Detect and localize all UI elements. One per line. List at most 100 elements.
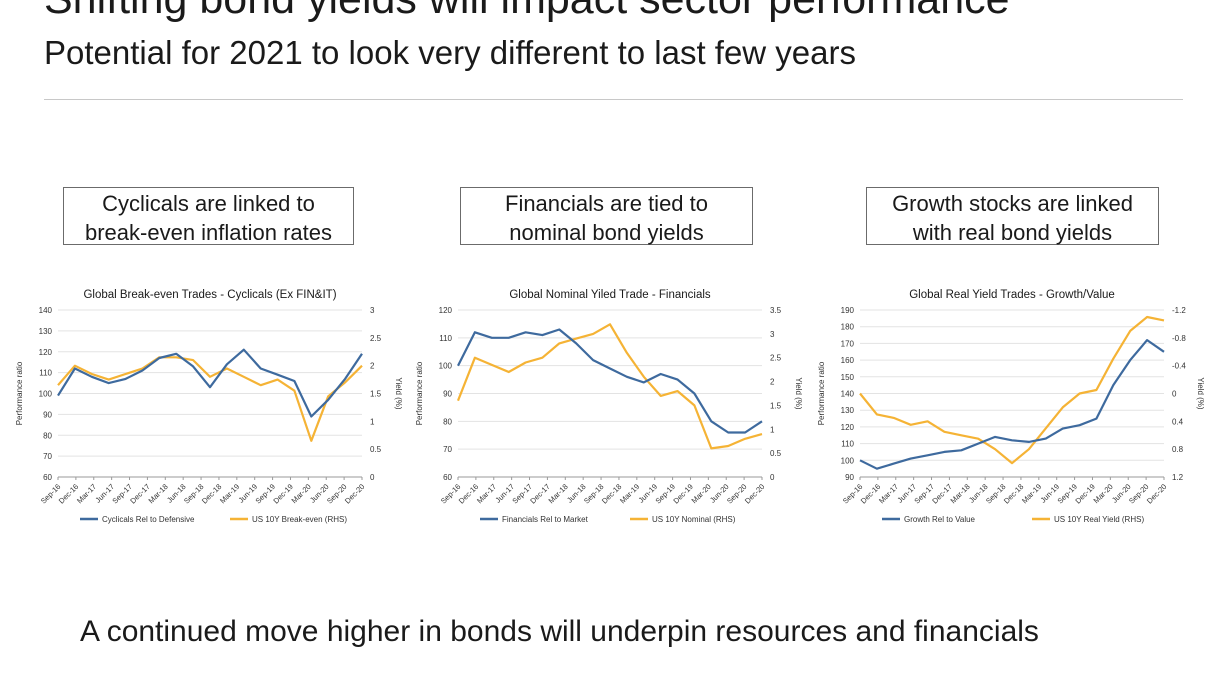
series-line (57, 348, 363, 418)
y2-tick-label: 3.5 (770, 306, 782, 315)
legend-label: Financials Rel to Market (502, 515, 589, 524)
y-tick-label: 100 (439, 362, 453, 371)
callout-line: Growth stocks are linked (892, 191, 1133, 216)
x-tick-label: Mar-19 (618, 482, 641, 505)
series-line (456, 323, 763, 450)
y-tick-label: 190 (841, 306, 855, 315)
series-line (859, 338, 1165, 470)
x-tick-label: Mar-18 (949, 482, 972, 505)
y2-tick-label: -1.2 (1172, 306, 1186, 315)
y-tick-label: 150 (841, 373, 855, 382)
callout-line: Cyclicals are linked to (102, 191, 315, 216)
x-tick-label: Mar-19 (218, 482, 241, 505)
x-tick-label: Mar-17 (877, 482, 900, 505)
y-tick-label: 80 (443, 417, 452, 426)
y2-tick-label: 0.5 (370, 445, 382, 454)
y2-tick-label: 0 (370, 473, 375, 482)
y2-tick-label: 1.5 (770, 401, 782, 410)
callout-line: Financials are tied to (505, 191, 708, 216)
y2-tick-label: 1.5 (370, 390, 382, 399)
x-tick-label: Mar-17 (75, 482, 98, 505)
y-tick-label: 80 (43, 431, 52, 440)
x-tick-label: Dec-20 (743, 482, 766, 505)
x-tick-label: Mar-20 (690, 482, 713, 505)
series-line (457, 328, 763, 434)
callout-cyclicals: Cyclicals are linked to break-even infla… (63, 187, 354, 245)
legend-label: Cyclicals Rel to Defensive (102, 515, 195, 524)
y-axis-label: Performance ratio (817, 361, 826, 425)
y-tick-label: 60 (43, 473, 52, 482)
y-tick-label: 140 (841, 390, 855, 399)
chart-title: Global Nominal Yiled Trade - Financials (509, 289, 711, 301)
y-tick-label: 120 (841, 423, 855, 432)
callout-financials: Financials are tied to nominal bond yiel… (460, 187, 753, 245)
legend-label: US 10Y Break-even (RHS) (252, 515, 347, 524)
y-tick-label: 110 (439, 334, 452, 343)
y2-tick-label: 3 (770, 330, 775, 339)
page-title: Shifting bond yields will impact sector … (44, 0, 1010, 22)
y-tick-label: 110 (39, 369, 52, 378)
y2-tick-label: 2.5 (370, 334, 382, 343)
y2-tick-label: 0.5 (770, 449, 782, 458)
x-tick-label: Mar-19 (1020, 482, 1043, 505)
y-tick-label: 120 (39, 348, 53, 357)
y2-tick-label: 1 (370, 417, 375, 426)
y2-tick-label: 3 (370, 306, 375, 315)
callout-growth: Growth stocks are linked with real bond … (866, 187, 1159, 245)
chart-breakeven-cyclicals: Global Break-even Trades - Cyclicals (Ex… (10, 272, 405, 542)
footer-statement: A continued move higher in bonds will un… (80, 615, 1039, 648)
legend-label: US 10Y Nominal (RHS) (652, 515, 736, 524)
x-tick-label: Mar-17 (475, 482, 498, 505)
y-tick-label: 70 (443, 445, 452, 454)
y2-axis-label: Yield (%) (394, 377, 403, 409)
y2-axis-label: Yield (%) (794, 377, 803, 409)
y-axis-label: Performance ratio (415, 361, 424, 425)
y2-tick-label: 0.4 (1172, 417, 1184, 426)
y-tick-label: 110 (841, 440, 854, 449)
x-tick-label: Mar-20 (1092, 482, 1115, 505)
y2-tick-label: 0.8 (1172, 445, 1184, 454)
y2-tick-label: -0.8 (1172, 334, 1186, 343)
y-tick-label: 140 (39, 306, 53, 315)
chart-title: Global Real Yield Trades - Growth/Value (909, 289, 1115, 301)
x-tick-label: Dec-20 (343, 482, 366, 505)
legend-label: US 10Y Real Yield (RHS) (1054, 515, 1144, 524)
y-tick-label: 120 (439, 306, 453, 315)
y-tick-label: 160 (841, 356, 855, 365)
series-line (859, 315, 1165, 465)
y-tick-label: 90 (845, 473, 854, 482)
y2-axis-label: Yield (%) (1196, 377, 1205, 409)
callout-line: nominal bond yields (509, 220, 704, 245)
y-tick-label: 70 (43, 452, 52, 461)
y-tick-label: 100 (39, 390, 53, 399)
y-axis-label: Performance ratio (15, 361, 24, 425)
legend-label: Growth Rel to Value (904, 515, 976, 524)
callout-line: break-even inflation rates (84, 220, 333, 245)
y2-tick-label: 0 (770, 473, 775, 482)
y-tick-label: 90 (43, 410, 52, 419)
chart-nominal-financials: Global Nominal Yiled Trade - Financials 6… (410, 272, 805, 542)
y2-tick-label: 1 (770, 425, 775, 434)
y2-tick-label: 2 (770, 378, 775, 387)
y2-tick-label: 0 (1172, 390, 1177, 399)
chart-svg: Global Break-even Trades - Cyclicals (Ex… (15, 289, 403, 524)
chart-svg: Global Real Yield Trades - Growth/Value 9… (817, 289, 1205, 524)
page-subtitle: Potential for 2021 to look very differen… (44, 34, 856, 71)
callout-line: with real bond yields (912, 220, 1113, 245)
x-tick-label: Dec-20 (1145, 482, 1168, 505)
y-tick-label: 170 (841, 339, 855, 348)
x-tick-label: Mar-18 (547, 482, 570, 505)
chart-svg: Global Nominal Yiled Trade - Financials 6… (415, 289, 803, 524)
y2-tick-label: 1.2 (1172, 473, 1184, 482)
chart-title: Global Break-even Trades - Cyclicals (Ex… (83, 289, 336, 301)
y-tick-label: 180 (841, 323, 855, 332)
series-line (57, 356, 363, 442)
y2-tick-label: -0.4 (1172, 362, 1186, 371)
y2-tick-label: 2.5 (770, 354, 782, 363)
y2-tick-label: 2 (370, 362, 375, 371)
x-tick-label: Mar-18 (147, 482, 170, 505)
y-tick-label: 130 (39, 327, 53, 336)
divider (44, 99, 1183, 100)
y-tick-label: 100 (841, 456, 855, 465)
y-tick-label: 90 (443, 390, 452, 399)
